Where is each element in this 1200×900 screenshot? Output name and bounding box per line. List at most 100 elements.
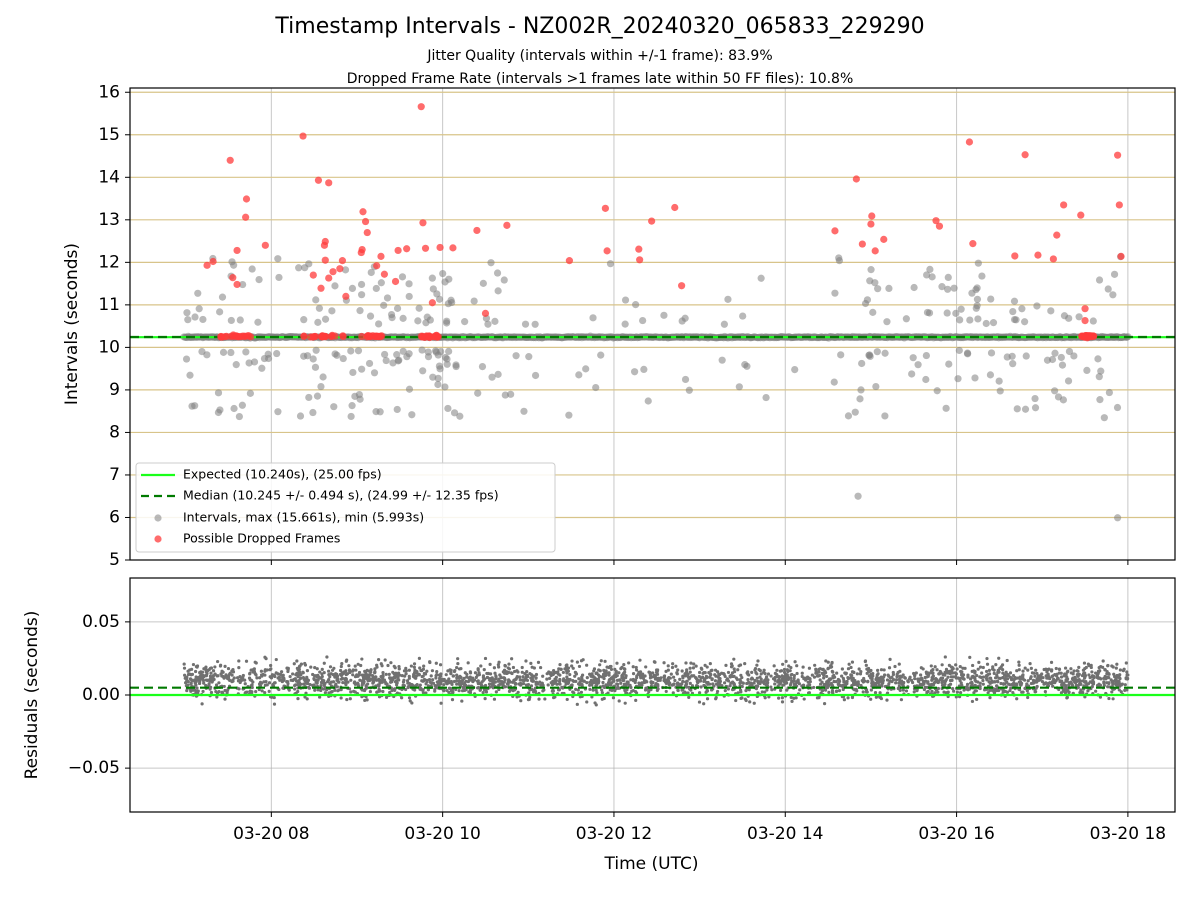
interval-point: [305, 260, 313, 268]
residual-point: [672, 675, 676, 679]
residual-point: [970, 680, 974, 684]
residual-point: [765, 683, 769, 687]
residual-point: [1098, 695, 1103, 699]
residual-point: [740, 696, 744, 700]
residual-point: [1026, 695, 1030, 700]
residual-point: [466, 661, 470, 665]
residual-point: [891, 670, 895, 675]
residual-point: [537, 697, 541, 701]
residual-point: [210, 680, 214, 684]
residual-point: [340, 676, 344, 680]
interval-point: [856, 395, 864, 403]
interval-point: [494, 287, 502, 295]
residual-point: [1081, 679, 1085, 683]
residual-point: [976, 667, 980, 671]
dropped-frame-point: [243, 332, 252, 340]
residual-point: [746, 677, 750, 682]
dropped-frame-point: [394, 246, 402, 255]
residual-point: [315, 681, 319, 685]
residual-point: [286, 668, 290, 672]
residual-point: [1035, 671, 1039, 676]
residual-point: [1036, 675, 1041, 679]
residual-point: [1067, 690, 1071, 694]
residual-point: [267, 689, 271, 694]
residual-point: [243, 678, 247, 682]
residual-point: [465, 672, 469, 676]
residual-point: [651, 671, 655, 675]
residual-point: [607, 671, 611, 675]
residual-point: [826, 667, 830, 671]
residual-point: [189, 673, 193, 677]
residual-point: [694, 684, 699, 688]
interval-point: [456, 412, 464, 420]
residual-point: [882, 668, 886, 672]
residual-point: [1119, 690, 1123, 694]
interval-point: [339, 354, 347, 363]
residual-point: [450, 681, 454, 685]
residual-point: [1044, 667, 1048, 671]
residual-point: [951, 687, 955, 691]
residual-point: [879, 696, 884, 701]
residual-point: [373, 670, 377, 674]
interval-point: [1058, 361, 1067, 369]
residual-point: [783, 681, 788, 685]
dropped-frame-point: [403, 245, 411, 253]
residual-point: [972, 691, 976, 695]
residual-point: [634, 698, 638, 702]
interval-point: [348, 402, 356, 410]
interval-point: [867, 266, 875, 274]
residual-point: [1065, 679, 1069, 683]
residual-point: [360, 673, 364, 677]
residual-point: [923, 685, 927, 689]
residual-point: [352, 681, 356, 685]
residual-point: [230, 679, 234, 683]
residual-point: [272, 673, 276, 677]
residual-point: [744, 688, 748, 693]
residual-point: [780, 696, 784, 700]
residual-point: [306, 678, 311, 682]
interval-point: [372, 408, 380, 416]
residual-point: [552, 696, 556, 700]
residual-point: [995, 684, 999, 688]
residual-point: [397, 667, 401, 671]
residual-point: [1109, 678, 1113, 682]
residual-point: [419, 668, 423, 673]
residual-point: [605, 665, 609, 669]
residual-point: [820, 667, 825, 672]
residual-point: [790, 679, 794, 683]
residual-point: [183, 673, 187, 677]
interval-point: [1031, 404, 1040, 412]
residual-point: [994, 663, 998, 667]
residual-point: [731, 680, 735, 685]
residual-point: [194, 675, 198, 679]
residual-point: [985, 656, 989, 661]
residual-point: [486, 671, 490, 676]
residual-point: [869, 676, 873, 680]
residual-point: [220, 674, 224, 678]
residual-point: [353, 675, 358, 679]
residual-point: [444, 680, 448, 684]
residual-point: [529, 661, 533, 666]
residual-point: [655, 668, 659, 672]
residual-point: [215, 659, 220, 664]
residual-point: [296, 675, 300, 679]
residual-point: [765, 675, 769, 679]
interval-point: [1009, 360, 1017, 368]
interval-point: [952, 309, 960, 317]
residual-point: [942, 690, 946, 694]
residual-point: [853, 682, 857, 687]
residual-point: [361, 675, 366, 680]
residual-point: [1031, 681, 1036, 685]
residual-point: [532, 666, 536, 670]
interval-point: [313, 392, 322, 400]
intervals-plot-frame: [129, 87, 1176, 561]
residual-point: [1048, 677, 1052, 681]
residual-point: [1086, 689, 1090, 693]
x-axis-label: Time (UTC): [604, 854, 699, 874]
interval-point: [347, 412, 355, 421]
residual-point: [986, 691, 990, 695]
residual-point: [941, 680, 946, 684]
residual-point: [465, 675, 469, 679]
residual-point: [557, 679, 562, 683]
residual-point: [870, 681, 874, 685]
